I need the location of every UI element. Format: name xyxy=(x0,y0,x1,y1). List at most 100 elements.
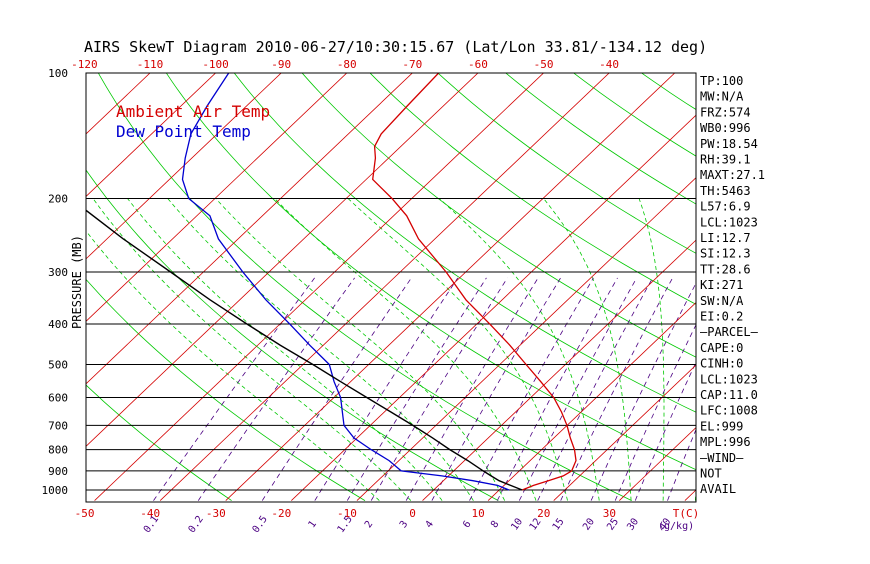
sounding-traces xyxy=(86,73,577,491)
isotherm-line xyxy=(553,364,696,501)
pressure-tick-label: 600 xyxy=(48,391,68,404)
pressure-tick-label: 500 xyxy=(48,358,68,371)
pressure-tick-label: 400 xyxy=(48,318,68,331)
moist-adiabat xyxy=(347,198,568,501)
mixing-ratio-label: 2 xyxy=(363,519,375,530)
dry-adiabat xyxy=(369,73,696,305)
mixing-ratio-line xyxy=(537,277,654,501)
mixing-ratio-label: 4 xyxy=(424,519,436,530)
mixing-ratio-line xyxy=(153,277,315,501)
isotherm-line xyxy=(487,302,696,501)
bottom-temp-tick-label: 30 xyxy=(603,507,616,520)
pressure-tick-label: 300 xyxy=(48,266,68,279)
mixing-ratio-line xyxy=(518,277,638,501)
mixing-ratio-line xyxy=(405,277,539,501)
index-entry: TH:5463 xyxy=(700,184,751,198)
bottom-temp-tick-label: 10 xyxy=(472,507,485,520)
mixing-ratio-label: 3 xyxy=(398,519,410,530)
dry-adiabat xyxy=(233,73,696,413)
index-entry: AVAIL xyxy=(700,482,736,496)
chart-title: AIRS SkewT Diagram 2010-06-27/10:30:15.6… xyxy=(84,38,707,56)
isotherm-line xyxy=(86,73,282,260)
index-entry: EL:999 xyxy=(700,419,743,433)
isotherm-line xyxy=(291,114,696,501)
top-temp-tick-label: -100 xyxy=(202,58,229,71)
index-entry: CINH:0 xyxy=(700,357,743,371)
moist-adiabat xyxy=(167,198,474,501)
isotherm-line xyxy=(356,177,696,501)
moist-adiabat xyxy=(215,198,505,501)
index-entry: LCL:1023 xyxy=(700,215,758,229)
parcel-trace xyxy=(86,209,523,491)
index-entry: MAXT:27.1 xyxy=(700,168,765,182)
dry-adiabat xyxy=(831,65,870,501)
top-temp-tick-label: -40 xyxy=(599,58,619,71)
index-entry: NOT xyxy=(700,467,722,481)
moist-adiabat xyxy=(543,198,632,501)
dry-adiabat xyxy=(86,169,499,501)
mixing-ratio-label: 10 xyxy=(509,516,525,532)
mixing-ratio-line xyxy=(261,277,412,501)
index-entry: CAPE:0 xyxy=(700,341,743,355)
temp-unit-label: T(C) xyxy=(673,507,700,520)
top-temp-tick-label: -80 xyxy=(337,58,357,71)
mixing-ratio-line xyxy=(431,277,561,501)
bottom-temp-tick-label: 0 xyxy=(409,507,416,520)
isotherm-line xyxy=(86,73,348,322)
index-entry: LI:12.7 xyxy=(700,231,751,245)
isotherm-line xyxy=(86,73,413,385)
index-entry: MW:N/A xyxy=(700,90,744,104)
index-entry: SW:N/A xyxy=(700,294,744,308)
bottom-temp-tick-label: -40 xyxy=(140,507,160,520)
pressure-tick-label: 1000 xyxy=(42,484,69,497)
dry-adiabat xyxy=(301,73,696,358)
plot-frame xyxy=(85,72,697,503)
moist-adiabat xyxy=(439,198,600,501)
bottom-temp-tick-label: -20 xyxy=(271,507,291,520)
dry-adiabat xyxy=(764,65,870,501)
mixing-ratio-line xyxy=(346,277,487,501)
bottom-temp-tick-label: 20 xyxy=(537,507,550,520)
index-entry: PW:18.54 xyxy=(700,137,758,151)
index-entry: LCL:1023 xyxy=(700,372,758,386)
mixing-ratio-line xyxy=(314,277,459,501)
bottom-temp-tick-label: -10 xyxy=(337,507,357,520)
index-entry: —WIND— xyxy=(700,451,744,465)
mixing-ratio-label: 15 xyxy=(551,516,567,532)
mixing-ratio-line xyxy=(590,282,696,501)
dry-adiabat xyxy=(165,73,696,471)
moist-adiabat xyxy=(127,198,443,501)
mixing-ratio-label: 30 xyxy=(625,516,641,532)
mixing-ratio-line xyxy=(560,277,673,501)
index-entry: KI:271 xyxy=(700,278,743,292)
isotherm-line xyxy=(86,73,217,197)
mixing-ratio-line xyxy=(496,277,618,501)
moist-adiabat xyxy=(274,198,537,501)
mixing-ratio-label: 0.5 xyxy=(251,514,270,535)
index-entry: TT:28.6 xyxy=(700,262,751,276)
mixing-ratio-line xyxy=(197,277,355,501)
index-entry: RH:39.1 xyxy=(700,153,751,167)
bottom-temp-tick-label: -50 xyxy=(75,507,95,520)
moist-adiabat xyxy=(92,198,412,501)
mixing-ratio-label: 0.2 xyxy=(187,514,206,535)
top-temp-tick-label: -120 xyxy=(71,58,98,71)
index-entry: MPL:996 xyxy=(700,435,751,449)
index-entry: —PARCEL— xyxy=(700,325,759,339)
legend-dew-point-temp: Dew Point Temp xyxy=(116,122,251,141)
mixing-ratio-label: 6 xyxy=(461,519,473,530)
y-axis-label: PRESSURE (MB) xyxy=(70,235,84,329)
index-entry: LFC:1008 xyxy=(700,404,758,418)
pressure-tick-label: 800 xyxy=(48,444,68,457)
background-grid xyxy=(86,65,870,501)
dewpoint-trace xyxy=(181,73,510,491)
mixing-ratio-label: 1 xyxy=(307,519,319,530)
top-temp-tick-label: -50 xyxy=(534,58,554,71)
index-entry: FRZ:574 xyxy=(700,105,751,119)
isotherm-line xyxy=(225,73,676,501)
legend-ambient-air-temp: Ambient Air Temp xyxy=(116,102,270,121)
